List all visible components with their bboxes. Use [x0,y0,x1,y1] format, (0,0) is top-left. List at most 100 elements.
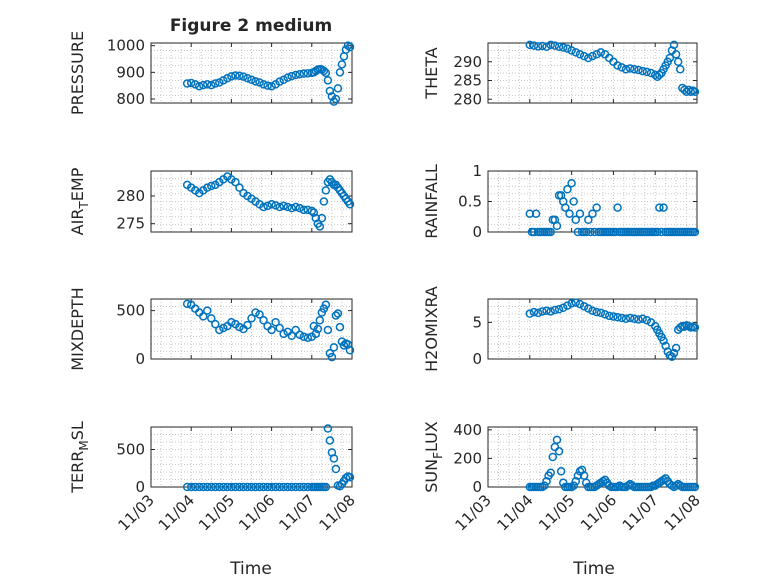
data-point [345,473,355,482]
data-point [331,464,341,474]
data-point [592,307,601,317]
y-axis-label: SUNFLUX [422,421,445,493]
axes-frame [150,298,353,360]
data-point [199,482,208,492]
data-point [319,66,329,76]
data-point [215,325,224,335]
data-point [295,330,304,340]
x-tick-label: 11/07 [275,491,318,534]
data-point [311,329,321,339]
data-point [182,299,192,309]
data-point [259,316,268,325]
data-point [556,467,566,476]
x-tick-label: 11/08 [661,491,704,534]
data-point [335,322,345,332]
data-point [323,325,333,335]
data-point [546,468,555,477]
data-point [596,48,606,57]
y-tick-label: 400 [453,421,482,439]
data-point [538,41,547,51]
data-point [295,482,304,492]
x-tick-label: 11/05 [195,491,238,534]
data-point [211,482,220,492]
data-point [569,197,578,206]
y-tick-label: 0 [472,223,482,241]
data-point [231,71,240,80]
data-point [323,76,333,85]
data-point [275,323,284,333]
data-point [630,65,639,74]
data-point [295,69,304,79]
y-tick-label: 0 [135,478,145,496]
data-point [186,78,196,88]
data-point [194,81,204,91]
data-point [584,53,593,63]
data-point [315,222,325,231]
data-point [303,482,313,492]
data-point [525,309,535,318]
data-point [321,300,331,310]
y-axis-label: THETA [422,47,441,99]
data-point [613,203,622,212]
data-point [655,203,664,212]
data-point [203,482,212,492]
data-point [561,203,570,212]
data-point [215,482,224,492]
data-point [235,71,244,81]
data-point [617,63,627,72]
data-point [550,305,560,315]
data-point [335,68,345,77]
data-point [307,206,317,216]
x-tick-label: 11/05 [535,491,578,534]
data-point [263,201,272,211]
data-point [271,201,280,210]
data-point [554,42,564,51]
data-point [542,42,551,51]
data-point [588,306,597,315]
data-point [243,320,252,330]
y-axis-label: RAINFALL [422,164,441,239]
data-point [542,306,551,315]
data-point [625,313,635,323]
data-point [331,94,341,104]
data-point [243,73,252,83]
data-point [321,482,331,492]
data-point [634,315,643,324]
data-point [186,482,196,492]
data-point [287,482,296,492]
data-point [231,177,240,187]
data-point [227,317,236,327]
data-point [546,40,555,50]
y-tick-label: 500 [116,302,145,320]
data-point [207,80,216,90]
data-point [235,322,244,332]
subplot-rainfall: 0 0.5 1 RAINFALL [422,162,700,241]
data-point [655,70,664,80]
data-point [247,314,256,323]
data-point [223,482,232,492]
data-point [676,65,685,74]
data-point [227,482,236,492]
data-point [199,80,208,90]
data-point [634,65,643,75]
data-point [625,64,635,73]
data-point [563,44,572,53]
data-point [558,43,568,52]
data-point [303,333,313,342]
data-point [239,482,248,492]
data-point [263,482,272,492]
data-point [231,482,240,492]
data-point [311,213,321,223]
data-point [317,213,327,223]
y-axis-label: H2OMIXRA [422,286,441,372]
data-point [617,313,627,323]
data-point [546,307,555,316]
data-point [540,481,549,490]
data-point [613,61,622,70]
data-point [529,41,539,50]
data-point [529,307,539,317]
data-point [642,67,652,77]
y-tick-label: 0.5 [458,193,482,211]
